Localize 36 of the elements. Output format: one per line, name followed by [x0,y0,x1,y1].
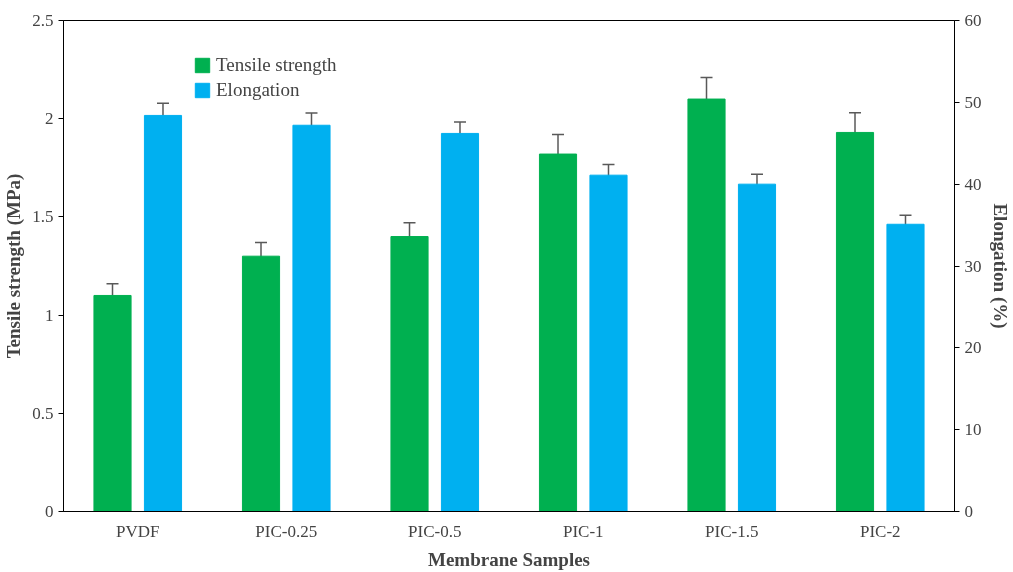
x-tick-label: PIC-1.5 [705,521,759,541]
legend-label: Tensile strength [216,54,337,76]
y2-tick-label: 20 [964,338,982,358]
bar [292,124,331,512]
x-tick-label: PIC-0.5 [408,521,462,541]
y-tick-label: 0 [45,502,54,521]
y2-tick-label: 0 [964,502,973,521]
bar [737,183,777,512]
x-axis-title: Membrane Samples [427,548,591,570]
y-tick-label: 0.5 [32,403,54,423]
y2-tick-label: 50 [964,92,982,112]
bar [93,294,132,512]
x-tick-label: PVDF [116,521,160,541]
y2-tick-label: 60 [964,11,982,30]
y2-tick-label: 40 [964,174,982,194]
bar [886,223,925,512]
bar [835,131,875,512]
y2-tick-label: 10 [964,420,982,440]
y-tick-label: 2.5 [32,11,54,30]
y-tick-label: 1 [45,305,54,325]
y2-tick-label: 30 [964,256,982,276]
y-axis-title: Tensile strength (MPa) [3,173,26,359]
bar [687,98,726,512]
bar [538,153,578,512]
bar [390,236,429,512]
x-tick-label: PIC-0.25 [255,521,318,541]
x-tick-label: PIC-1 [562,521,604,541]
bar [440,132,480,512]
y-tick-label: 2 [45,109,54,129]
y2-axis-title: Elongation (%) [988,203,1011,329]
bar [241,255,281,512]
bar [589,174,628,512]
legend-label: Elongation [216,79,300,101]
bar [143,114,183,512]
y-tick-label: 1.5 [32,207,54,227]
x-tick-label: PIC-2 [859,521,901,541]
